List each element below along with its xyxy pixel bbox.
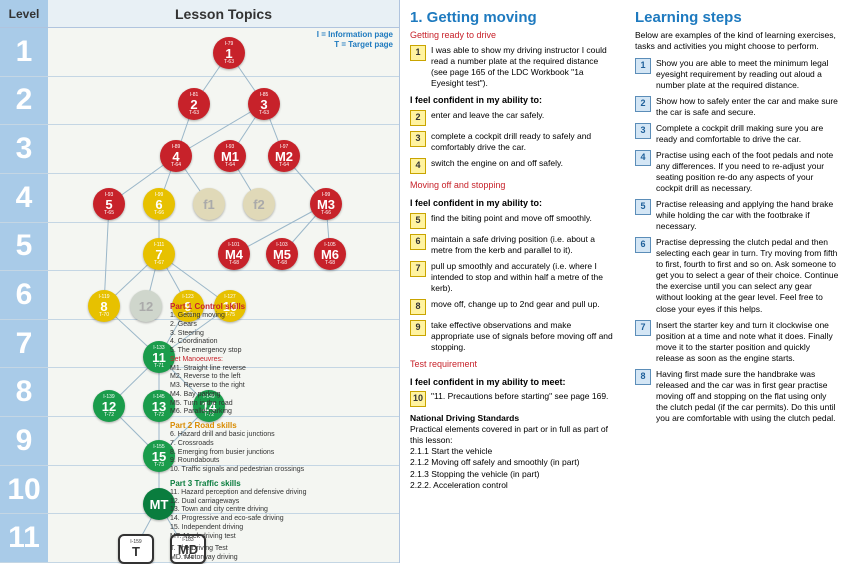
topics-header: Lesson Topics — [48, 0, 399, 27]
lesson-title: 1. Getting moving — [410, 8, 615, 28]
left-panel: Level Lesson Topics I = Information page… — [0, 0, 400, 563]
level-number: 8 — [0, 368, 48, 416]
num-box: 5 — [635, 199, 651, 215]
num-box: 3 — [635, 123, 651, 139]
num-box: 5 — [410, 213, 426, 229]
num-box: 8 — [635, 369, 651, 385]
list-item: 4Practise using each of the foot pedals … — [635, 150, 840, 194]
num-box: 3 — [410, 131, 426, 147]
list-item: 9take effective observations and make ap… — [410, 320, 615, 353]
level-header: Level — [0, 0, 48, 27]
skills-legend: Part 1 Control skills1. Getting moving2.… — [170, 298, 348, 563]
level-number: 11 — [0, 514, 48, 562]
list-item: 2enter and leave the car safely. — [410, 110, 615, 126]
level-number: 10 — [0, 466, 48, 514]
center-column: 1. Getting moving Getting ready to drive… — [400, 0, 625, 563]
list-item: 8Having first made sure the handbrake wa… — [635, 369, 840, 424]
list-item: 1Show you are able to meet the minimum l… — [635, 58, 840, 91]
list-item: 6Practise depressing the clutch pedal an… — [635, 237, 840, 314]
level-number: 7 — [0, 320, 48, 368]
national-standards: National Driving Standards Practical ele… — [410, 413, 615, 490]
num-box: 2 — [410, 110, 426, 126]
level-number: 5 — [0, 223, 48, 271]
list-item: 3complete a cockpit drill ready to safel… — [410, 131, 615, 153]
list-item: 5Practise releasing and applying the han… — [635, 199, 840, 232]
num-box: 6 — [410, 234, 426, 250]
learning-intro: Below are examples of the kind of learni… — [635, 30, 840, 52]
list-item: 7pull up smoothly and accurately (i.e. w… — [410, 261, 615, 294]
num-box: 2 — [635, 96, 651, 112]
num-box: 6 — [635, 237, 651, 253]
num-box: 4 — [635, 150, 651, 166]
num-box: 10 — [410, 391, 426, 407]
level-number: 4 — [0, 174, 48, 222]
level-number: 1 — [0, 28, 48, 76]
list-item: 5find the biting point and move off smoo… — [410, 213, 615, 229]
list-item: 1 I was able to show my driving instruct… — [410, 45, 615, 89]
num-box: 4 — [410, 158, 426, 174]
list-item: 3Complete a cockpit drill making sure yo… — [635, 123, 840, 145]
list-item: 7Insert the starter key and turn it cloc… — [635, 320, 840, 364]
subhead: I feel confident in my ability to meet: — [410, 377, 615, 389]
subhead: I feel confident in my ability to: — [410, 198, 615, 210]
num-box: 7 — [635, 320, 651, 336]
list-item: 10"11. Precautions before starting" see … — [410, 391, 615, 407]
level-number: 2 — [0, 77, 48, 125]
list-item: 2Show how to safely enter the car and ma… — [635, 96, 840, 118]
level-number: 9 — [0, 417, 48, 465]
subhead: Test requirement — [410, 359, 615, 371]
list-item: 4switch the engine on and off safely. — [410, 158, 615, 174]
subhead: I feel confident in my ability to: — [410, 95, 615, 107]
level-number: 3 — [0, 125, 48, 173]
num-box: 8 — [410, 299, 426, 315]
lesson-subtitle: Getting ready to drive — [410, 30, 615, 42]
level-number: 6 — [0, 271, 48, 319]
num-box: 9 — [410, 320, 426, 336]
num-box: 7 — [410, 261, 426, 277]
right-column: Learning steps Below are examples of the… — [625, 0, 850, 563]
subhead: Moving off and stopping — [410, 180, 615, 192]
list-item: 6maintain a safe driving position (i.e. … — [410, 234, 615, 256]
list-item: 8move off, change up to 2nd gear and pul… — [410, 299, 615, 315]
num-box: 1 — [635, 58, 651, 74]
num-box: 1 — [410, 45, 426, 61]
learning-steps-title: Learning steps — [635, 8, 840, 28]
